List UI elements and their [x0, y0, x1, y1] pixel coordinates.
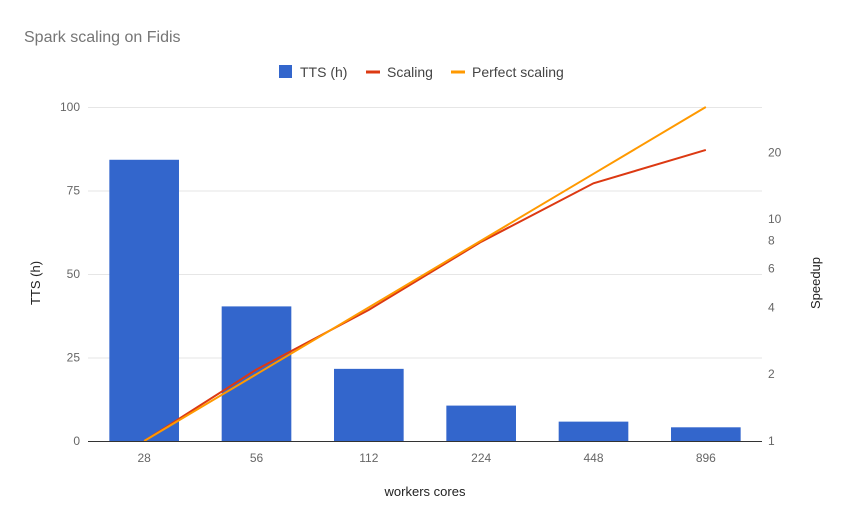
y-tick-label: 75	[67, 184, 81, 198]
y2-tick-label: 20	[768, 145, 782, 159]
legend-label-perfect-scaling: Perfect scaling	[472, 64, 564, 80]
x-tick-label: 448	[583, 451, 603, 465]
y-axis-title: TTS (h)	[28, 261, 43, 305]
bar-28	[109, 159, 179, 441]
y-tick-label: 25	[67, 351, 81, 365]
x-tick-label: 224	[471, 451, 491, 465]
x-axis-ticks: 28 56 112 224 448 896	[137, 451, 716, 465]
y2-axis-title: Speedup	[808, 257, 823, 309]
y-tick-label: 50	[67, 267, 81, 281]
bar-224	[446, 405, 516, 441]
line-perfect-scaling	[143, 106, 707, 442]
y2-tick-label: 1	[768, 434, 775, 448]
bar-896	[671, 427, 741, 441]
bar-448	[558, 421, 629, 441]
lines	[143, 106, 707, 442]
y-tick-label: 0	[73, 434, 80, 448]
legend-label-tts: TTS (h)	[300, 64, 347, 80]
bars	[109, 159, 741, 441]
y-axis-ticks: 0 25 50 75 100	[60, 100, 80, 448]
x-tick-label: 56	[250, 451, 264, 465]
legend: TTS (h) Scaling Perfect scaling	[279, 64, 564, 80]
y2-tick-label: 4	[768, 300, 775, 314]
y2-axis-ticks: 1 2 4 6 8 10 20	[768, 145, 782, 448]
gridlines	[88, 107, 762, 359]
bar-112	[334, 368, 404, 441]
y2-tick-label: 8	[768, 234, 775, 248]
y2-tick-label: 6	[768, 261, 775, 275]
chart-title: Spark scaling on Fidis	[24, 29, 181, 46]
x-tick-label: 896	[696, 451, 716, 465]
legend-swatch-tts	[279, 65, 292, 78]
x-tick-label: 28	[137, 451, 151, 465]
y2-tick-label: 2	[768, 367, 775, 381]
legend-label-scaling: Scaling	[387, 64, 433, 80]
x-tick-label: 112	[359, 451, 378, 465]
x-axis-title: workers cores	[384, 484, 466, 499]
line-scaling	[143, 148, 707, 442]
y2-tick-label: 10	[768, 212, 782, 226]
y-tick-label: 100	[60, 100, 80, 114]
